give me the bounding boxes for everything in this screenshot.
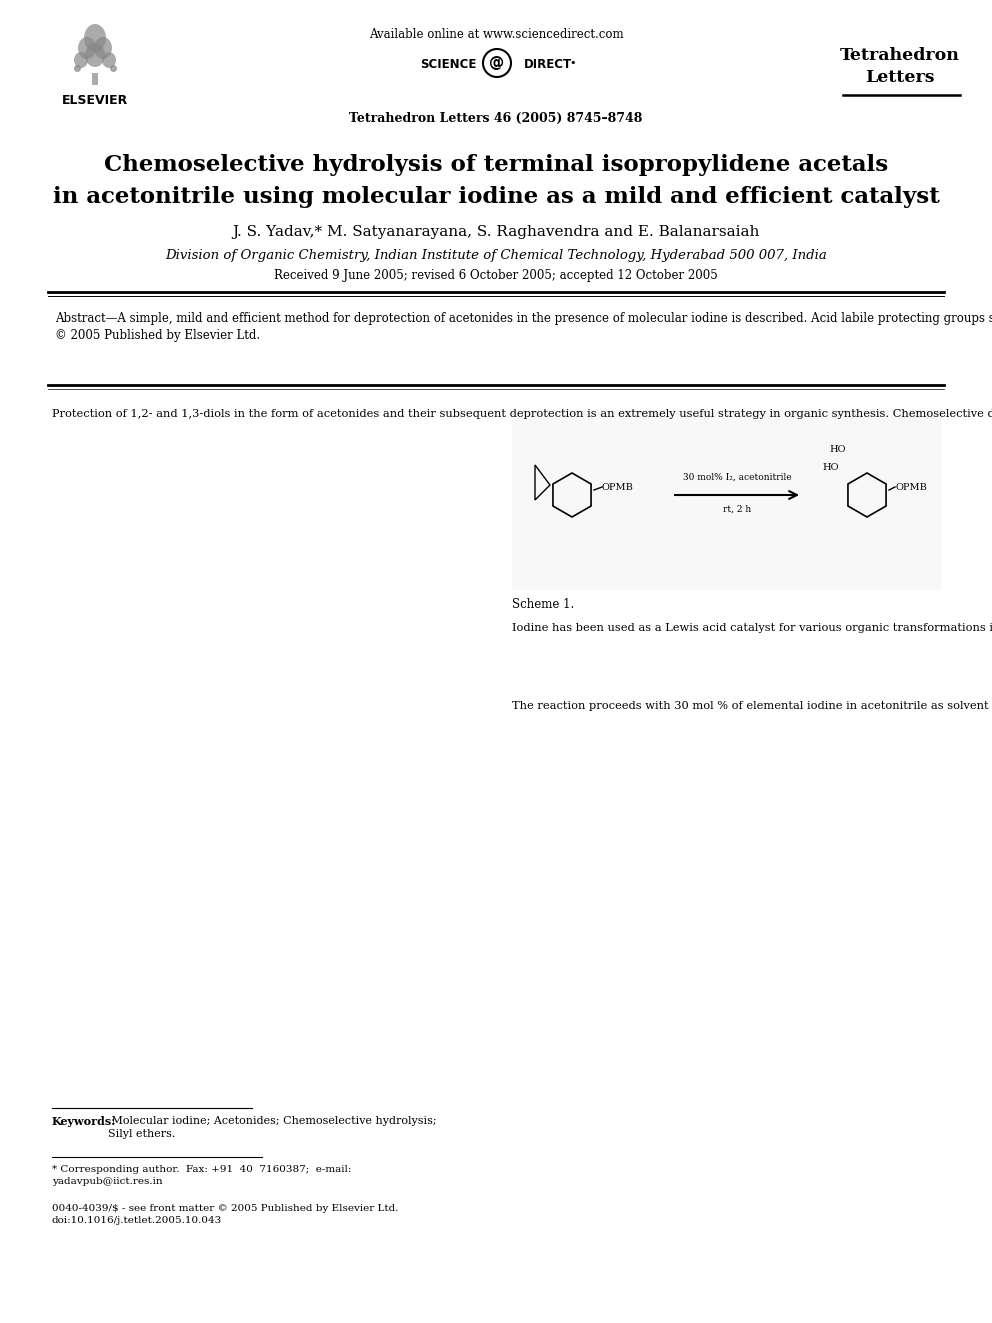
Text: Letters: Letters: [865, 70, 934, 86]
Text: 0040-4039/$ - see front matter © 2005 Published by Elsevier Ltd.
doi:10.1016/j.t: 0040-4039/$ - see front matter © 2005 Pu…: [52, 1204, 399, 1225]
Text: in acetonitrile using molecular iodine as a mild and efficient catalyst: in acetonitrile using molecular iodine a…: [53, 187, 939, 208]
Text: Scheme 1.: Scheme 1.: [512, 598, 574, 611]
Text: J. S. Yadav,* M. Satyanarayana, S. Raghavendra and E. Balanarsaiah: J. S. Yadav,* M. Satyanarayana, S. Ragha…: [232, 225, 760, 239]
Text: Iodine has been used as a Lewis acid catalyst for various organic transformation: Iodine has been used as a Lewis acid cat…: [512, 622, 992, 632]
Text: Division of Organic Chemistry, Indian Institute of Chemical Technology, Hyderaba: Division of Organic Chemistry, Indian In…: [165, 249, 827, 262]
Text: @: @: [489, 56, 505, 70]
Ellipse shape: [102, 52, 116, 67]
Text: Keywords:: Keywords:: [52, 1117, 116, 1127]
Text: •: •: [569, 58, 576, 67]
Text: DIRECT: DIRECT: [524, 58, 572, 71]
Text: Available online at www.sciencedirect.com: Available online at www.sciencedirect.co…: [369, 29, 623, 41]
Text: Chemoselective hydrolysis of terminal isopropylidene acetals: Chemoselective hydrolysis of terminal is…: [104, 153, 888, 176]
Text: 30 mol% I₂, acetonitrile: 30 mol% I₂, acetonitrile: [682, 474, 792, 482]
Text: ELSEVIER: ELSEVIER: [62, 94, 128, 106]
Text: * Corresponding author.  Fax: +91  40  7160387;  e-mail:
yadavpub@iict.res.in: * Corresponding author. Fax: +91 40 7160…: [52, 1166, 351, 1185]
Ellipse shape: [94, 37, 112, 60]
Ellipse shape: [84, 24, 106, 52]
Text: The reaction proceeds with 30 mol % of elemental iodine in acetonitrile as solve: The reaction proceeds with 30 mol % of e…: [512, 700, 992, 710]
Text: OPMB: OPMB: [602, 483, 634, 492]
Text: Abstract—A simple, mild and efficient method for deprotection of acetonides in t: Abstract—A simple, mild and efficient me…: [55, 312, 992, 343]
Text: Received 9 June 2005; revised 6 October 2005; accepted 12 October 2005: Received 9 June 2005; revised 6 October …: [274, 269, 718, 282]
Ellipse shape: [78, 37, 96, 60]
Text: rt, 2 h: rt, 2 h: [723, 505, 751, 515]
Bar: [512, 410, 942, 590]
Text: HO: HO: [822, 463, 838, 471]
Text: Tetrahedron: Tetrahedron: [840, 46, 960, 64]
Text: Molecular iodine; Acetonides; Chemoselective hydrolysis;
Silyl ethers.: Molecular iodine; Acetonides; Chemoselec…: [108, 1117, 436, 1139]
Ellipse shape: [85, 44, 105, 67]
Bar: [92, 73, 98, 85]
Ellipse shape: [74, 52, 88, 67]
Text: HO: HO: [829, 446, 845, 455]
Text: SCIENCE: SCIENCE: [420, 58, 476, 71]
Text: Protection of 1,2- and 1,3-diols in the form of acetonides and their subsequent : Protection of 1,2- and 1,3-diols in the …: [52, 407, 992, 418]
Text: Tetrahedron Letters 46 (2005) 8745–8748: Tetrahedron Letters 46 (2005) 8745–8748: [349, 111, 643, 124]
Text: OPMB: OPMB: [895, 483, 927, 492]
